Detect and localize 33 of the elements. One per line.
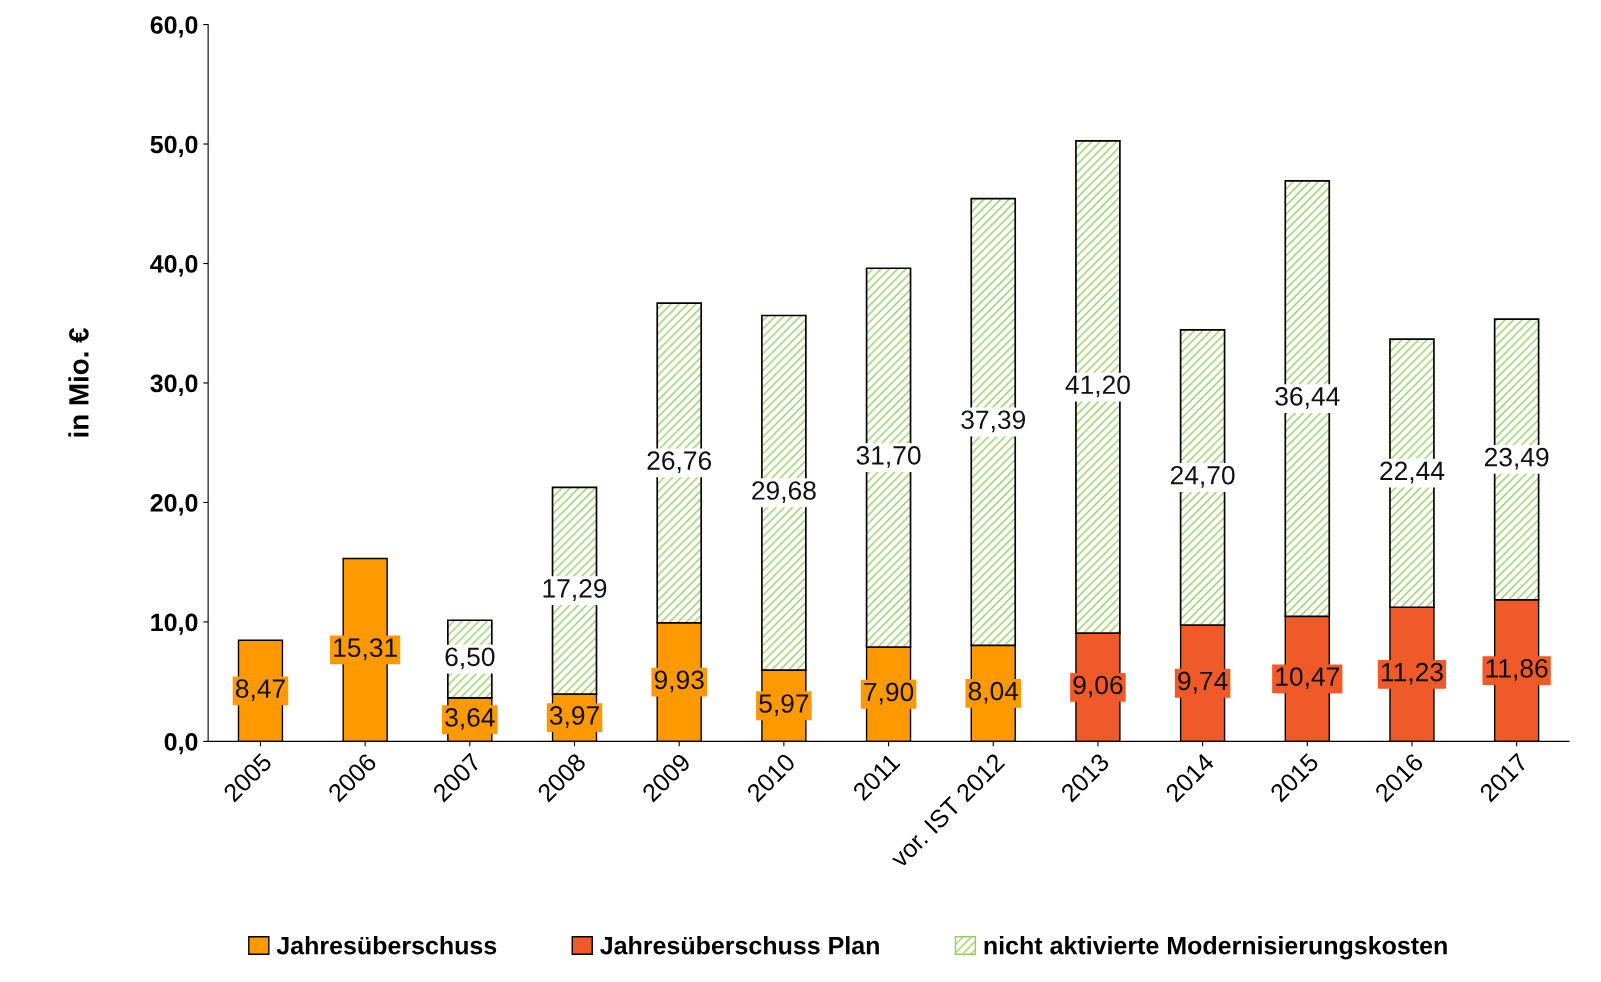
data-label: 9,74 [1178, 671, 1228, 694]
y-tick-label: 0,0 [164, 733, 198, 755]
data-label: 10,47 [1276, 667, 1339, 690]
data-label: 15,31 [334, 638, 397, 661]
data-label: 37,39 [961, 410, 1026, 433]
data-label: 31,70 [856, 446, 921, 468]
legend-label: nicht aktivierte Modernisierungskosten [984, 936, 1447, 960]
legend-label: Jahresüberschuss [276, 936, 497, 955]
y-tick-label: 60,0 [150, 16, 198, 38]
data-label: 9,93 [654, 670, 704, 693]
data-label: 7,90 [864, 682, 914, 705]
data-label: 24,70 [1170, 465, 1235, 488]
data-label: 22,44 [1380, 461, 1445, 484]
y-tick-label: 50,0 [150, 135, 198, 157]
y-axis-title: in Mio. € [68, 327, 89, 437]
data-label: 6,50 [445, 647, 495, 670]
y-tick-label: 10,0 [151, 613, 198, 635]
data-label: 11,86 [1486, 658, 1548, 681]
data-label: 8,04 [968, 681, 1019, 704]
y-tick-label: 30,0 [150, 374, 198, 396]
data-label: 23,49 [1484, 447, 1549, 470]
legend-label: Jahresüberschuss Plan [600, 936, 879, 955]
y-tick-label: 40,0 [150, 255, 198, 277]
y-tick-label: 20,0 [150, 494, 198, 516]
data-label: 8,47 [235, 679, 285, 702]
data-label: 36,44 [1275, 387, 1340, 409]
data-label: 41,20 [1065, 375, 1130, 398]
data-label: 17,29 [543, 579, 607, 601]
data-label: 26,76 [647, 451, 712, 474]
data-label: 11,23 [1381, 662, 1443, 685]
data-label: 9,06 [1073, 675, 1123, 698]
data-label: 5,97 [759, 694, 809, 716]
data-label: 29,68 [752, 481, 816, 503]
